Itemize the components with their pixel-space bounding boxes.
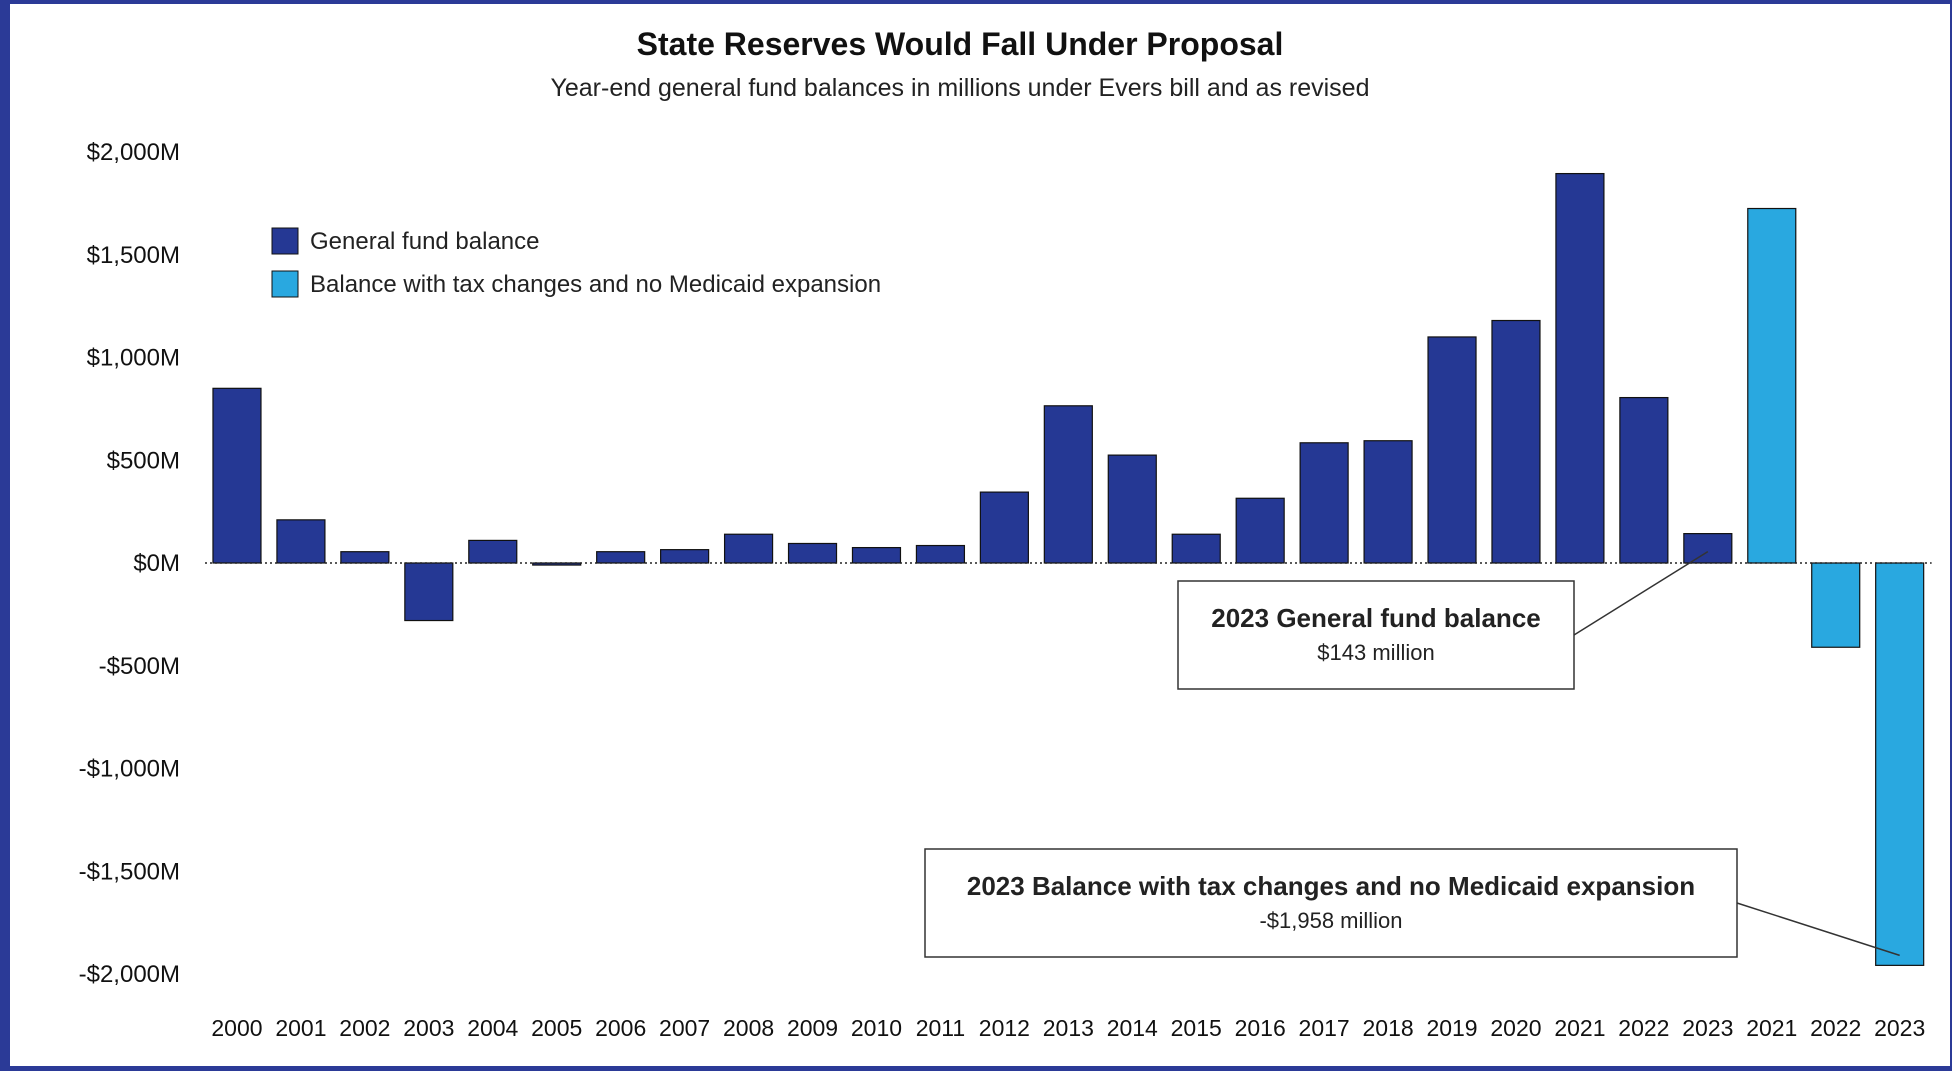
bar-chart: State Reserves Would Fall Under Proposal… xyxy=(79,26,1932,1041)
annotation-leader-line xyxy=(1573,550,1709,636)
x-tick-label: 2003 xyxy=(403,1015,454,1041)
y-tick-label: -$1,000M xyxy=(79,756,180,783)
legend-swatch-1 xyxy=(271,227,299,255)
x-tick-label: 2004 xyxy=(467,1015,518,1041)
bar-general-fund-2018[interactable] xyxy=(1363,440,1413,564)
bar-general-fund-2022[interactable] xyxy=(1619,396,1669,564)
x-tick-label: 2011 xyxy=(916,1015,965,1041)
y-tick-label: $0M xyxy=(133,550,180,577)
x-tick-label: 2019 xyxy=(1426,1015,1477,1041)
bar-general-fund-2015[interactable] xyxy=(1171,533,1221,564)
x-tick-label: 2010 xyxy=(851,1015,902,1041)
bar-general-fund-2002[interactable] xyxy=(340,551,390,564)
x-tick-label: 2021 xyxy=(1554,1015,1605,1041)
x-tick-label: 2000 xyxy=(211,1015,262,1041)
x-axis: 2000 2001 2002 2003 2004 2005 2006 2007 2008 2009… xyxy=(211,1015,1925,1041)
x-tick-label: 2018 xyxy=(1362,1015,1413,1041)
bar-general-fund-2004[interactable] xyxy=(468,539,518,564)
annotation-value: -$1,958 million xyxy=(1259,908,1402,933)
bar-general-fund-2016[interactable] xyxy=(1235,497,1285,564)
bar-revised-2023[interactable] xyxy=(1875,562,1925,966)
x-tick-label: 2012 xyxy=(979,1015,1030,1041)
bar-general-fund-2000[interactable] xyxy=(212,387,262,564)
x-tick-label: 2005 xyxy=(531,1015,582,1041)
legend-label-1: General fund balance xyxy=(310,228,540,255)
x-tick-label: 2014 xyxy=(1107,1015,1158,1041)
y-tick-label: $2,000M xyxy=(87,139,180,166)
bar-general-fund-2006[interactable] xyxy=(596,551,646,564)
y-tick-label: $1,500M xyxy=(87,242,180,269)
x-tick-label: 2015 xyxy=(1171,1015,1222,1041)
bar-general-fund-2012[interactable] xyxy=(979,491,1029,564)
bar-general-fund-2013[interactable] xyxy=(1043,405,1093,564)
x-tick-label: 2022 xyxy=(1810,1015,1861,1041)
x-tick-label: 2002 xyxy=(339,1015,390,1041)
x-tick-label: 2007 xyxy=(659,1015,710,1041)
annotation-title: 2023 General fund balance xyxy=(1211,603,1540,633)
bars xyxy=(212,172,1925,966)
x-tick-label: 2022 xyxy=(1618,1015,1669,1041)
annotation-box xyxy=(924,848,1738,958)
legend-label-2: Balance with tax changes and no Medicaid… xyxy=(310,271,881,298)
y-tick-label: $500M xyxy=(107,447,180,474)
bar-general-fund-2023[interactable] xyxy=(1683,533,1733,564)
chart-frame: State Reserves Would Fall Under Proposal… xyxy=(10,4,1950,1066)
annotation-box xyxy=(1177,580,1575,690)
bar-general-fund-2003[interactable] xyxy=(404,562,454,622)
y-axis: $2,000M $1,500M $1,000M $500M $0M -$500M -$1,0… xyxy=(79,139,180,988)
y-tick-label: -$500M xyxy=(99,653,180,680)
bar-general-fund-2011[interactable] xyxy=(915,544,966,564)
bar-general-fund-2021[interactable] xyxy=(1555,172,1605,564)
x-tick-label: 2020 xyxy=(1490,1015,1541,1041)
legend: General fund balance Balance with tax cha… xyxy=(271,227,881,298)
x-tick-label: 2008 xyxy=(723,1015,774,1041)
bar-general-fund-2008[interactable] xyxy=(723,533,774,564)
y-tick-label: $1,000M xyxy=(87,345,180,372)
bar-general-fund-2014[interactable] xyxy=(1107,454,1157,564)
bar-general-fund-2007[interactable] xyxy=(660,549,710,564)
x-tick-label: 2001 xyxy=(275,1015,326,1041)
bar-general-fund-2020[interactable] xyxy=(1491,319,1541,564)
x-tick-label: 2021 xyxy=(1746,1015,1797,1041)
bar-general-fund-2009[interactable] xyxy=(787,542,838,564)
annotation-leader-line xyxy=(1736,902,1900,957)
chart-subtitle: Year-end general fund balances in millio… xyxy=(550,74,1369,102)
bar-revised-2022[interactable] xyxy=(1811,562,1861,648)
annotation-title: 2023 Balance with tax changes and no Med… xyxy=(967,871,1695,901)
x-tick-label: 2016 xyxy=(1235,1015,1286,1041)
y-tick-label: -$2,000M xyxy=(79,961,180,988)
chart-title: State Reserves Would Fall Under Proposal xyxy=(637,26,1284,62)
bar-general-fund-2019[interactable] xyxy=(1427,336,1477,564)
y-tick-label: -$1,500M xyxy=(79,858,180,885)
x-tick-label: 2017 xyxy=(1299,1015,1350,1041)
x-tick-label: 2013 xyxy=(1043,1015,1094,1041)
x-tick-label: 2023 xyxy=(1682,1015,1733,1041)
bar-general-fund-2017[interactable] xyxy=(1299,442,1349,564)
bar-general-fund-2001[interactable] xyxy=(276,519,326,564)
legend-swatch-2 xyxy=(271,270,299,298)
bar-revised-2021[interactable] xyxy=(1747,207,1797,564)
annotations: 2023 General fund balance $143 million 202… xyxy=(924,550,1900,958)
x-tick-label: 2009 xyxy=(787,1015,838,1041)
annotation-value: $143 million xyxy=(1317,640,1434,665)
bar-general-fund-2010[interactable] xyxy=(851,546,902,564)
x-tick-label: 2006 xyxy=(595,1015,646,1041)
x-tick-label: 2023 xyxy=(1874,1015,1925,1041)
